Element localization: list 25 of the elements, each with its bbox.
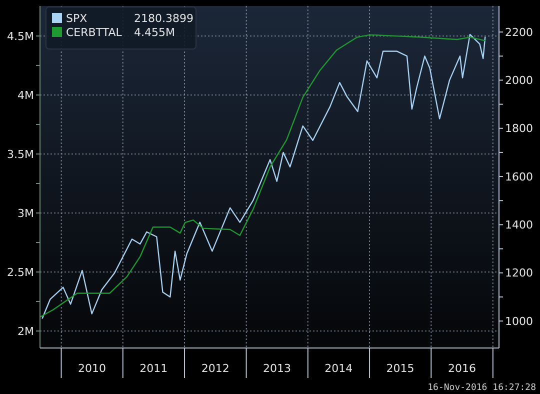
legend-label: CERBTTAL <box>66 26 123 39</box>
annotation: 4.455M <box>134 26 175 39</box>
y-tick-label: 4M <box>18 88 34 102</box>
x-tick-label: 2011 <box>140 362 168 375</box>
x-tick-label: 2012 <box>201 362 230 375</box>
y-tick-label: 2M <box>18 324 34 338</box>
y-tick-label: 3M <box>18 206 34 220</box>
y2-tick-label: 1800 <box>505 122 533 136</box>
x-tick-label: 2014 <box>324 362 353 375</box>
legend-label: SPX <box>66 12 88 25</box>
x-tick-label: 2016 <box>448 362 476 375</box>
y2-tick-label: 2200 <box>505 26 533 39</box>
y2-tick-label: 2000 <box>505 74 533 88</box>
text: 16-Nov-2016 16:27:28 <box>428 383 536 393</box>
x-tick-label: 2013 <box>263 362 292 375</box>
y2-tick-label: 1200 <box>505 266 533 280</box>
y-tick-label: 2.5M <box>7 266 34 279</box>
y2-tick-label: 1000 <box>505 314 533 328</box>
y-tick-label: 3.5M <box>7 148 34 161</box>
annotation: 2180.3899 <box>134 12 194 25</box>
y-tick-label: 4.5M <box>7 30 34 43</box>
x-tick-label: 2015 <box>386 362 414 375</box>
y2-tick-label: 1400 <box>505 218 533 232</box>
x-tick-label: 2010 <box>78 362 106 375</box>
y2-tick-label: 1600 <box>505 170 533 184</box>
